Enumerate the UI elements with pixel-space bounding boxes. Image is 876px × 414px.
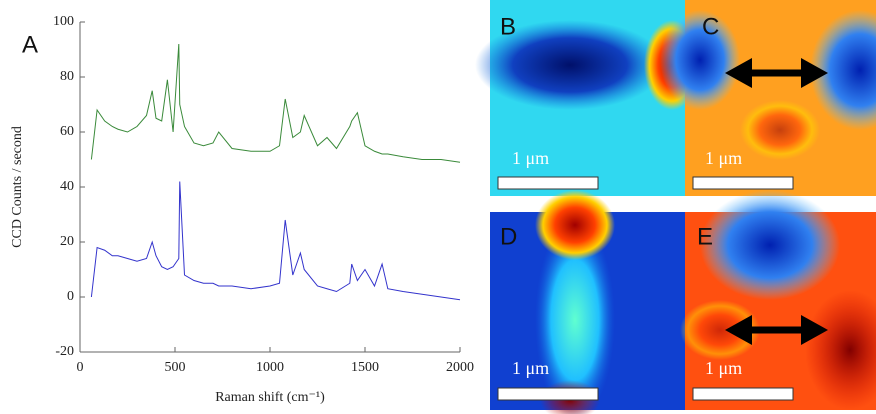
x-axis-label: Raman shift (cm⁻¹): [215, 390, 325, 405]
y-axis-label: CCD Counts / second: [10, 126, 25, 248]
series-line: [90, 43, 461, 163]
x-tick-label: 500: [165, 360, 186, 375]
scale-label: 1 μm: [512, 358, 549, 378]
panel-label: E: [697, 223, 713, 250]
panel-label: D: [500, 223, 517, 250]
scale-label: 1 μm: [705, 358, 742, 378]
series-line: [90, 181, 461, 301]
map-e: [680, 190, 876, 410]
y-tick-label: 20: [60, 234, 74, 249]
y-tick-label: 0: [67, 289, 74, 304]
x-tick-label: 2000: [446, 360, 474, 375]
panel-label: C: [702, 13, 719, 40]
y-tick-label: 80: [60, 69, 74, 84]
y-tick-label: 40: [60, 179, 74, 194]
y-tick-label: 100: [53, 14, 74, 29]
x-tick-label: 1500: [351, 360, 379, 375]
scale-label: 1 μm: [705, 148, 742, 168]
map-c: [660, 0, 876, 196]
panel-label: A: [22, 31, 38, 58]
scale-bars: [497, 176, 794, 401]
x-tick-label: 1000: [256, 360, 284, 375]
map-d: [490, 190, 685, 414]
scale-label: 1 μm: [512, 148, 549, 168]
arrows: [725, 58, 828, 345]
panel-label: B: [500, 13, 516, 40]
y-tick-label: -20: [55, 344, 74, 359]
x-tick-label: 0: [77, 360, 84, 375]
y-tick-label: 60: [60, 124, 74, 139]
